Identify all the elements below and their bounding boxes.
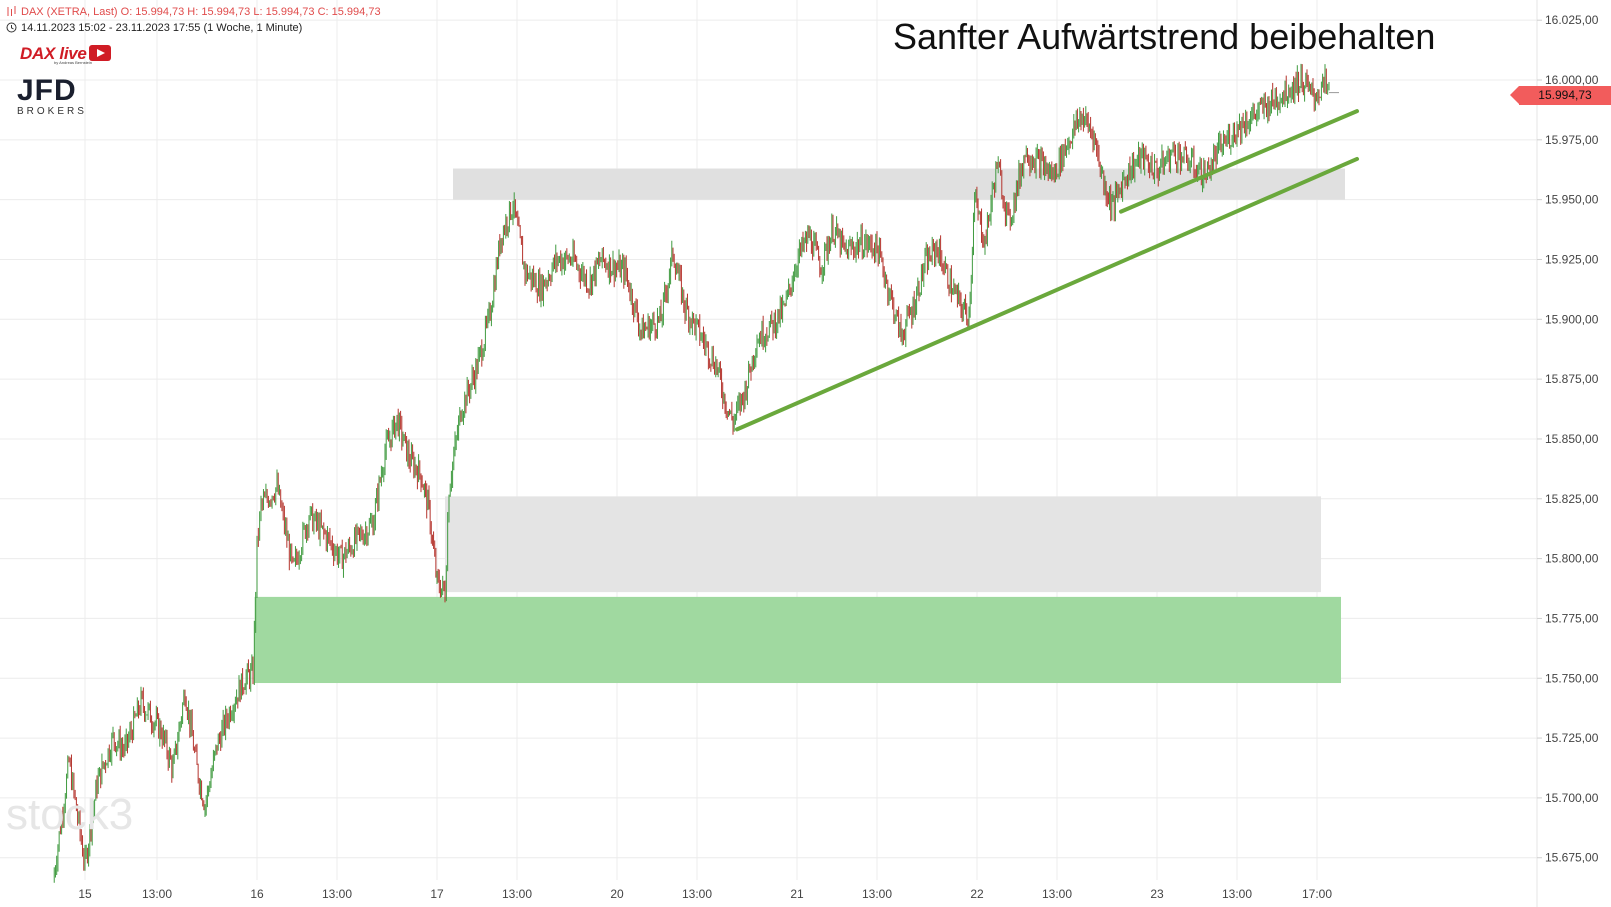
daxlive-logo-text: DAX live xyxy=(20,44,87,63)
x-tick-label: 15 xyxy=(78,887,92,901)
x-tick-label: 17:00 xyxy=(1302,887,1332,901)
jfd-logo-subtext: BROKERS xyxy=(17,106,87,117)
x-tick-label: 17 xyxy=(430,887,444,901)
x-tick-label: 22 xyxy=(970,887,984,901)
play-icon xyxy=(88,45,111,61)
instrument-info: DAX (XETRA, Last) O: 15.994,73 H: 15.994… xyxy=(6,6,381,18)
x-tick-label: 13:00 xyxy=(862,887,892,901)
zones xyxy=(254,168,1345,684)
zone-box xyxy=(254,596,1342,684)
y-tick-label: 15.850,00 xyxy=(1545,432,1599,446)
jfd-logo-text: JFD xyxy=(17,74,77,107)
y-tick-label: 15.925,00 xyxy=(1545,252,1599,266)
y-tick-label: 15.875,00 xyxy=(1545,372,1599,386)
x-tick-label: 23 xyxy=(1150,887,1164,901)
x-tick-label: 16 xyxy=(250,887,264,901)
ohlc-text: DAX (XETRA, Last) O: 15.994,73 H: 15.994… xyxy=(21,6,381,18)
last-price-badge: 15.994,73 xyxy=(1510,86,1611,105)
x-tick-label: 20 xyxy=(610,887,624,901)
y-tick-label: 15.775,00 xyxy=(1545,611,1599,625)
x-axis: 15 13:00 16 13:00 17 13:00 20 13:00 21 13:00 22 13:… xyxy=(78,887,1332,901)
y-tick-label: 15.675,00 xyxy=(1545,851,1599,865)
x-tick-label: 13:00 xyxy=(142,887,172,901)
y-tick-label: 16.025,00 xyxy=(1545,13,1599,27)
x-tick-label: 13:00 xyxy=(502,887,532,901)
trendline xyxy=(1119,109,1359,214)
y-tick-label: 16.000,00 xyxy=(1545,73,1599,87)
x-tick-label: 13:00 xyxy=(682,887,712,901)
trendline xyxy=(735,156,1359,432)
y-tick-label: 15.950,00 xyxy=(1545,193,1599,207)
y-tick-label: 15.750,00 xyxy=(1545,671,1599,685)
trendlines xyxy=(735,109,1359,432)
zone-box xyxy=(445,496,1321,593)
x-tick-label: 13:00 xyxy=(322,887,352,901)
y-tick-label: 15.900,00 xyxy=(1545,312,1599,326)
timeframe-info: 14.11.2023 15:02 - 23.11.2023 17:55 (1 W… xyxy=(6,22,302,34)
y-tick-label: 15.800,00 xyxy=(1545,552,1599,566)
daxlive-logo: DAX live by Andreas Bernstein xyxy=(20,44,111,65)
x-tick-label: 13:00 xyxy=(1222,887,1252,901)
jfd-logo: JFD BROKERS xyxy=(17,74,87,118)
y-tick-label: 15.725,00 xyxy=(1545,731,1599,745)
x-tick-label: 13:00 xyxy=(1042,887,1072,901)
candles xyxy=(53,63,1330,883)
y-tick-label: 15.700,00 xyxy=(1545,791,1599,805)
clock-icon xyxy=(6,22,17,33)
bars-icon xyxy=(7,6,16,16)
timeframe-text: 14.11.2023 15:02 - 23.11.2023 17:55 (1 W… xyxy=(21,22,303,34)
x-tick-label: 21 xyxy=(790,887,804,901)
chart-title: Sanfter Aufwärtstrend beibehalten xyxy=(893,16,1436,57)
y-tick-label: 15.975,00 xyxy=(1545,133,1599,147)
y-axis: 16.025,00 16.000,00 15.975,00 15.950,00 15.9… xyxy=(1537,13,1599,865)
daxlive-logo-subtext: by Andreas Bernstein xyxy=(54,60,93,65)
y-tick-label: 15.825,00 xyxy=(1545,492,1599,506)
watermark: stock3 xyxy=(6,790,134,839)
